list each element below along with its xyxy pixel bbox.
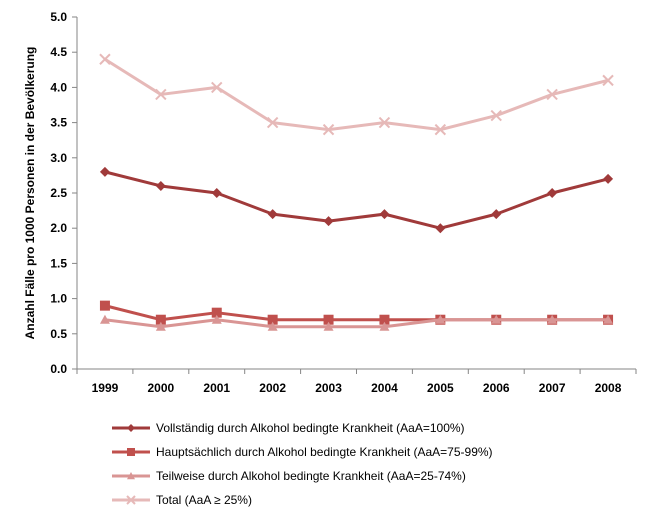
x-tick-label: 1999	[92, 381, 119, 395]
data-point	[267, 209, 278, 220]
data-point	[378, 116, 391, 129]
data-point	[435, 314, 446, 324]
data-point	[546, 88, 558, 101]
y-tick-label: 0.0	[50, 362, 67, 376]
data-point	[155, 88, 167, 101]
y-tick-label: 1.0	[50, 292, 67, 306]
legend-label: Vollständig durch Alkohol bedingte Krank…	[156, 421, 465, 435]
x-tick-label: 2000	[147, 381, 174, 395]
data-point	[603, 314, 614, 324]
data-point	[323, 321, 334, 331]
data-point	[99, 300, 110, 311]
data-point	[323, 216, 334, 227]
data-point	[602, 74, 614, 87]
series-line	[104, 304, 609, 322]
data-point	[211, 307, 222, 318]
y-tick-label: 0.5	[50, 327, 67, 341]
data-point	[323, 314, 334, 325]
data-point	[155, 180, 166, 191]
legend-swatch-marker	[126, 495, 136, 505]
data-point	[99, 53, 111, 65]
x-tick-label: 2004	[371, 381, 398, 395]
x-tick-label: 2001	[203, 381, 230, 395]
data-point	[379, 321, 390, 331]
series-1	[99, 166, 614, 234]
data-point	[379, 209, 390, 220]
data-point	[491, 209, 502, 220]
data-point	[155, 314, 166, 325]
x-tick-label: 2006	[483, 381, 510, 395]
legend-item: Total (AaA ≥ 25%)	[112, 493, 252, 507]
y-tick-label: 3.0	[50, 151, 67, 165]
y-tick-label: 3.5	[50, 116, 67, 130]
series-layer	[99, 53, 614, 331]
legend-swatch-marker	[127, 424, 135, 432]
axes: 0.0 0.5 1.0 1.5 2.0 2.5 3.0 3.5 4.0 4.5 5.0 1999 200…	[50, 10, 637, 395]
data-point	[211, 314, 222, 324]
data-point	[211, 188, 222, 198]
data-point	[603, 173, 614, 184]
data-point	[491, 314, 502, 324]
x-tick-label: 2007	[539, 381, 566, 395]
legend-label: Total (AaA ≥ 25%)	[156, 493, 252, 507]
data-point	[99, 314, 110, 324]
y-tick-label: 4.5	[50, 45, 67, 59]
legend-label: Hauptsächlich durch Alkohol bedingte Kra…	[156, 445, 493, 459]
x-tick-label: 2002	[259, 381, 286, 395]
data-point	[322, 123, 335, 136]
series-line	[104, 57, 609, 132]
legend: Vollständig durch Alkohol bedingte Krank…	[112, 421, 493, 507]
data-point	[266, 116, 279, 129]
data-point	[99, 166, 110, 177]
legend-label: Teilweise durch Alkohol bedingte Krankhe…	[156, 469, 466, 483]
data-point	[490, 109, 502, 122]
data-point	[267, 314, 278, 325]
data-point	[379, 314, 390, 325]
y-tick-label: 2.0	[50, 221, 67, 235]
data-point	[267, 321, 278, 331]
y-tick-label: 4.0	[50, 80, 67, 94]
series-line	[104, 170, 609, 230]
legend-swatch-marker	[127, 472, 135, 480]
data-point	[434, 123, 447, 136]
x-tick-label: 2005	[427, 381, 454, 395]
legend-item: Hauptsächlich durch Alkohol bedingte Kra…	[112, 445, 493, 459]
data-point	[211, 81, 223, 94]
y-tick-label: 1.5	[50, 256, 67, 270]
series-3	[99, 314, 614, 331]
y-tick-label: 2.5	[50, 186, 67, 200]
legend-swatch-marker	[127, 448, 135, 456]
y-axis-label: Anzahl Fälle pro 1000 Personen in der Be…	[23, 47, 37, 340]
x-tick-label: 2003	[315, 381, 342, 395]
data-point	[435, 223, 446, 234]
legend-item: Teilweise durch Alkohol bedingte Krankhe…	[112, 469, 466, 483]
series-line	[104, 318, 609, 329]
series-4	[99, 53, 614, 136]
x-tick-label: 2008	[595, 381, 622, 395]
data-point	[547, 188, 558, 198]
data-point	[547, 314, 558, 324]
y-tick-label: 5.0	[50, 10, 67, 24]
data-point	[155, 321, 166, 331]
legend-item: Vollständig durch Alkohol bedingte Krank…	[112, 421, 465, 435]
